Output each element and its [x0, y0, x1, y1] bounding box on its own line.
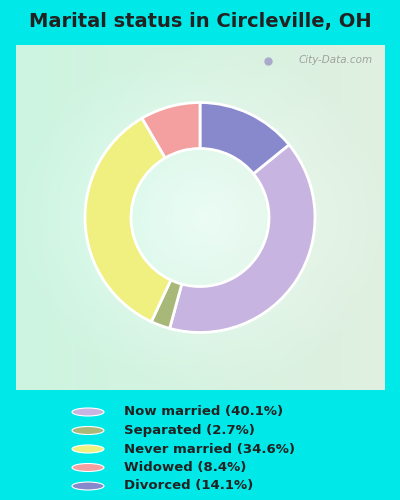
Circle shape [72, 464, 104, 471]
Wedge shape [200, 102, 289, 174]
Wedge shape [170, 145, 315, 332]
Circle shape [72, 408, 104, 416]
Circle shape [72, 426, 104, 434]
Text: Now married (40.1%): Now married (40.1%) [124, 406, 283, 418]
Text: Divorced (14.1%): Divorced (14.1%) [124, 480, 253, 492]
Circle shape [72, 445, 104, 453]
Wedge shape [85, 118, 171, 322]
Wedge shape [142, 102, 200, 158]
Text: Never married (34.6%): Never married (34.6%) [124, 442, 295, 456]
Circle shape [72, 482, 104, 490]
Text: Marital status in Circleville, OH: Marital status in Circleville, OH [29, 12, 371, 30]
Text: Separated (2.7%): Separated (2.7%) [124, 424, 255, 437]
Text: City-Data.com: City-Data.com [299, 56, 373, 66]
Text: Widowed (8.4%): Widowed (8.4%) [124, 461, 246, 474]
Wedge shape [151, 280, 182, 328]
